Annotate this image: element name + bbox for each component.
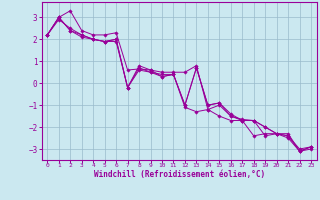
X-axis label: Windchill (Refroidissement éolien,°C): Windchill (Refroidissement éolien,°C) [94, 170, 265, 179]
